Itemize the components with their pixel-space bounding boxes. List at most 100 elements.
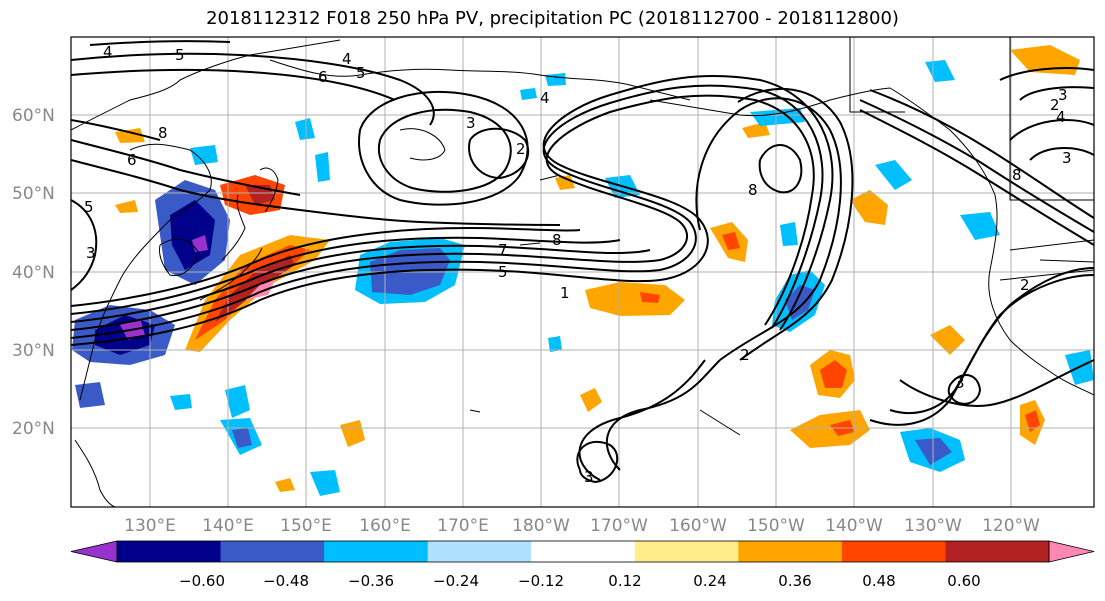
lat-label: 60°N [12, 106, 55, 126]
positive-anomaly-small-9 [742, 122, 770, 138]
negative-anomaly-manchuria-core [170, 200, 215, 270]
contour-label: 8 [158, 124, 168, 142]
lon-label: 150°W [747, 516, 805, 536]
positive-anomaly-155w-core [722, 232, 740, 250]
graticule [71, 37, 1094, 507]
lon-label: 170°W [590, 516, 648, 536]
lon-label: 130°E [124, 516, 176, 536]
colorbar-segment [117, 541, 222, 562]
contour-label: 2 [1020, 276, 1030, 294]
colorbar-ticks: −0.60 −0.48 −0.36 −0.24 −0.12 0.12 0.24 … [179, 572, 981, 590]
positive-anomaly-small-7 [115, 128, 145, 143]
colorbar-segment [531, 541, 636, 562]
contour-label: 8 [552, 231, 562, 249]
lon-label: 120°W [982, 516, 1040, 536]
positive-anomaly-small-1 [930, 325, 965, 355]
colorbar-extend-low [70, 540, 118, 563]
contour-label: 2 [740, 346, 750, 364]
colorbar-tick-label: −0.12 [518, 572, 564, 590]
contour-label: 3 [86, 244, 96, 262]
colorbar-tick-label: −0.48 [263, 572, 309, 590]
positive-anomaly-small-6 [275, 478, 295, 492]
negative-anomaly-small-13 [780, 222, 798, 246]
lon-label: 140°E [202, 516, 254, 536]
colorbar-tick-label: 0.36 [778, 572, 811, 590]
colorbar-tick-label: 0.48 [862, 572, 895, 590]
negative-anomaly-small-17 [520, 88, 537, 100]
contour-label: 5 [84, 198, 94, 216]
colorbar-tick-label: 0.24 [693, 572, 726, 590]
negative-anomaly-small-15 [548, 336, 562, 352]
contour-label: 6 [127, 151, 137, 169]
lon-label: 160°E [359, 516, 411, 536]
contour-label: 2 [516, 140, 526, 158]
contour-label: 5 [175, 46, 185, 64]
colorbar-segment [324, 541, 429, 562]
negative-anomaly-small-2-core [232, 428, 252, 448]
contour-label: 3 [466, 114, 476, 132]
map-title: 2018112312 F018 250 hPa PV, precipitatio… [206, 8, 899, 29]
contour-label: 8 [748, 181, 758, 199]
contour-label: 4 [1056, 108, 1066, 126]
lon-label: 170°E [437, 516, 489, 536]
negative-anomaly-small-7 [960, 212, 1000, 240]
contour-label: 6 [318, 68, 328, 86]
colorbar-segments [70, 540, 1095, 563]
positive-anomaly-small-8 [555, 175, 575, 190]
negative-anomaly-small-5 [875, 160, 912, 190]
positive-anomaly-140w-b [790, 410, 870, 448]
lon-label: 160°W [669, 516, 727, 536]
lat-label: 30°N [12, 341, 55, 361]
negative-anomaly-small-10 [190, 145, 218, 165]
positive-anomaly-small-10 [115, 200, 138, 213]
positive-anomaly-small-5 [580, 388, 602, 412]
lon-label: 150°E [280, 516, 332, 536]
negative-anomaly-small-11 [295, 118, 315, 140]
negative-anomaly-small-3 [310, 470, 340, 496]
contour-label: 7 [498, 241, 508, 259]
negative-anomaly-small-18 [545, 73, 566, 86]
contour-label: 8 [1012, 166, 1022, 184]
lon-label: 140°W [825, 516, 883, 536]
negative-anomaly-small-9 [75, 382, 105, 408]
colorbar-segment [634, 541, 739, 562]
colorbar-tick-label: −0.36 [348, 572, 394, 590]
contour-label: 3 [1062, 149, 1072, 167]
negative-anomaly-small-1 [225, 385, 250, 418]
contour-label: 4 [540, 89, 550, 107]
colorbar-extend-high [1048, 540, 1095, 563]
positive-anomaly-140w-a-core [820, 360, 847, 388]
contour-label: 2 [1050, 96, 1060, 114]
colorbar: −0.60 −0.48 −0.36 −0.24 −0.12 0.12 0.24 … [70, 540, 1095, 590]
longitude-labels: 130°E 140°E 150°E 160°E 170°E 180°W 170°… [124, 516, 1040, 536]
colorbar-segment [427, 541, 532, 562]
colorbar-segment [738, 541, 843, 562]
contour-label: 1 [560, 284, 570, 302]
positive-anomaly-170w [585, 282, 685, 316]
negative-anomaly-150w-core [785, 285, 815, 320]
positive-anomaly-145w [850, 190, 888, 225]
latitude-labels: 60°N 50°N 40°N 30°N 20°N [12, 106, 55, 439]
contour-label: 5 [356, 64, 366, 82]
positive-anomaly-small-4 [340, 420, 365, 447]
colorbar-tick-label: −0.24 [433, 572, 479, 590]
lon-label: 180°W [512, 516, 570, 536]
contour-label: 3 [1058, 86, 1068, 104]
contour-label: 3 [584, 468, 594, 486]
lat-label: 50°N [12, 184, 55, 204]
negative-anomaly-small-16 [750, 108, 805, 126]
lat-label: 20°N [12, 419, 55, 439]
contour-label-group: 4 5 4 5 6 8 6 5 3 4 3 2 8 7 1 5 8 2 3 4 … [84, 43, 1072, 486]
colorbar-frame [116, 540, 1050, 563]
contour-label: 4 [103, 43, 113, 61]
positive-anomaly-170w-core [640, 292, 660, 303]
colorbar-tick-label: −0.60 [179, 572, 225, 590]
lat-label: 40°N [12, 263, 55, 283]
negative-anomaly-small-14 [170, 394, 192, 410]
colorbar-segment [841, 541, 946, 562]
contour-label: 4 [342, 50, 352, 68]
contour-label: 5 [498, 263, 508, 281]
negative-anomaly-small-12 [315, 152, 330, 182]
negative-anomaly-manchuria-peak [192, 235, 208, 252]
contour-label: 3 [955, 374, 965, 392]
